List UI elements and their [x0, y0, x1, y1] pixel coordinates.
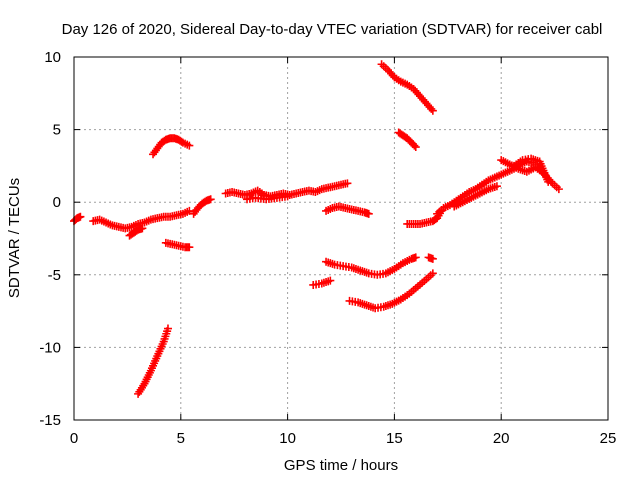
data-point [163, 324, 172, 333]
series-arc-9 [243, 192, 292, 204]
data-point [76, 212, 85, 221]
series-arc-15 [377, 60, 437, 115]
series-arc-5 [149, 134, 194, 159]
x-axis-label: GPS time / hours [284, 457, 398, 474]
series-arc-11 [309, 276, 335, 289]
data-point [343, 179, 352, 188]
y-tick-label: -15 [39, 412, 61, 429]
data-point [185, 141, 194, 150]
series-arc-12 [322, 253, 420, 279]
data-point [554, 185, 563, 194]
data-point [427, 104, 436, 113]
data-point [185, 206, 194, 215]
x-tick-label: 20 [493, 430, 510, 447]
data-point [138, 224, 147, 233]
x-tick-label: 0 [70, 430, 78, 447]
series-arc-7 [189, 195, 215, 218]
data-point [428, 269, 437, 278]
y-axis-label: SDTVAR / TECUs [6, 178, 23, 298]
y-tick-label: -5 [48, 267, 61, 284]
series-arc-2 [89, 206, 194, 233]
data-points [70, 60, 563, 398]
series-arc-1 [70, 212, 85, 226]
series-arc-16 [394, 128, 420, 152]
x-tick-label: 10 [279, 430, 296, 447]
series-arc-3 [125, 224, 147, 240]
data-point [283, 192, 292, 201]
y-tick-label: 0 [53, 194, 61, 211]
plot-frame [73, 56, 609, 421]
data-point [411, 253, 420, 262]
series-arc-4 [134, 324, 172, 398]
data-point [364, 209, 373, 218]
data-point [492, 182, 501, 191]
x-tick-label: 5 [177, 430, 185, 447]
grid-lines [74, 57, 608, 420]
axis-ticks: 0 5 10 15 20 25 10 5 0 -5 -10 -15 [39, 49, 616, 447]
data-point [428, 254, 437, 263]
x-tick-label: 25 [600, 430, 617, 447]
y-tick-label: 10 [44, 49, 61, 66]
series-arc-10 [322, 202, 373, 218]
data-point [410, 141, 419, 150]
y-tick-label: 5 [53, 122, 61, 139]
data-point [326, 276, 335, 285]
data-point [428, 106, 437, 115]
chart-title: Day 126 of 2020, Sidereal Day-to-day VTE… [62, 21, 603, 38]
series-arc-19 [450, 182, 501, 211]
x-tick-label: 15 [386, 430, 403, 447]
data-point [206, 195, 215, 204]
series-arc-13 [345, 269, 437, 313]
y-tick-label: -10 [39, 339, 61, 356]
series-arc-14 [424, 253, 437, 263]
data-point [411, 143, 420, 152]
series-arc-21 [510, 154, 553, 186]
series-arc-6 [161, 238, 194, 252]
data-point [185, 243, 194, 252]
data-point [544, 177, 553, 186]
